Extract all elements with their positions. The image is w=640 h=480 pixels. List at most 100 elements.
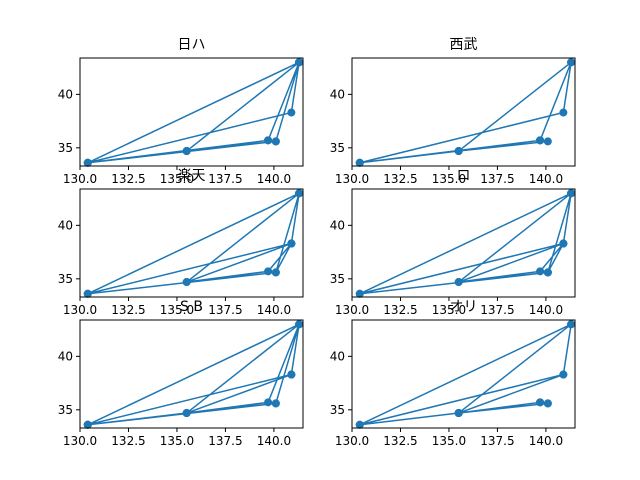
subplot-6: 130.0 132.5 135.0 137.5 140.0 35 40 オリ — [330, 299, 576, 448]
axes-frame — [79, 319, 304, 429]
x-tick-label: 140.0 — [529, 172, 563, 186]
x-tick-label: 135.0 — [432, 303, 466, 317]
data-point — [567, 189, 576, 198]
x-tick-label: 140.0 — [529, 434, 563, 448]
axes-frame — [351, 57, 576, 167]
x-tick-label: 137.5 — [480, 172, 514, 186]
data-point — [536, 136, 545, 145]
data-point — [536, 267, 545, 276]
subplot-title: 西武 — [450, 37, 478, 53]
data-point — [271, 268, 280, 277]
y-tick-label: 35 — [58, 272, 73, 286]
data-point — [559, 370, 568, 379]
y-tick-label: 40 — [58, 349, 73, 363]
data-point — [83, 420, 92, 429]
y-tick-label: 40 — [330, 87, 345, 101]
data-point — [264, 398, 273, 407]
x-tick-label: 132.5 — [383, 303, 417, 317]
data-point — [355, 289, 364, 298]
data-point — [287, 239, 296, 248]
x-tick-label: 130.0 — [63, 172, 97, 186]
data-point — [536, 398, 545, 407]
axes-frame — [351, 188, 576, 298]
axes-frame — [351, 319, 576, 429]
data-point — [295, 189, 304, 198]
series-line — [359, 61, 572, 164]
data-point — [271, 399, 280, 408]
x-tick-label: 137.5 — [208, 434, 242, 448]
series-line — [87, 323, 300, 426]
subplot-4: 130.0 132.5 135.0 137.5 140.0 35 40 ロ — [330, 168, 576, 317]
data-point — [182, 278, 191, 287]
series-line — [87, 61, 300, 164]
subplot-5: 130.0 132.5 135.0 137.5 140.0 35 40 S B — [58, 299, 304, 448]
x-tick-label: 140.0 — [257, 303, 291, 317]
x-tick-label: 140.0 — [257, 434, 291, 448]
data-point — [454, 409, 463, 418]
y-tick-label: 35 — [58, 141, 73, 155]
data-point — [83, 158, 92, 167]
x-tick-label: 132.5 — [111, 172, 145, 186]
subplot-title: 楽天 — [178, 168, 206, 184]
series-line — [359, 192, 572, 295]
x-tick-label: 135.0 — [432, 172, 466, 186]
subplot-title: 日ハ — [178, 37, 206, 53]
data-point — [543, 137, 552, 146]
x-tick-label: 130.0 — [335, 172, 369, 186]
x-tick-label: 135.0 — [160, 172, 194, 186]
x-tick-label: 130.0 — [335, 303, 369, 317]
series-line — [87, 192, 300, 295]
x-tick-label: 137.5 — [208, 172, 242, 186]
y-tick-label: 40 — [58, 87, 73, 101]
data-point — [295, 320, 304, 329]
data-point — [355, 420, 364, 429]
subplot-title: オリ — [450, 299, 478, 315]
subplot-3: 130.0 132.5 135.0 137.5 140.0 35 40 楽天 — [58, 168, 304, 317]
x-tick-label: 130.0 — [63, 303, 97, 317]
data-point — [264, 136, 273, 145]
data-point — [543, 268, 552, 277]
axes-frame — [79, 57, 304, 167]
x-tick-label: 140.0 — [257, 172, 291, 186]
data-point — [559, 239, 568, 248]
series-line — [359, 323, 572, 426]
x-tick-label: 140.0 — [529, 303, 563, 317]
data-point — [264, 267, 273, 276]
y-tick-label: 40 — [58, 218, 73, 232]
x-tick-label: 132.5 — [111, 303, 145, 317]
y-tick-label: 35 — [58, 403, 73, 417]
x-tick-label: 132.5 — [383, 172, 417, 186]
x-tick-label: 137.5 — [480, 434, 514, 448]
data-point — [567, 58, 576, 67]
data-point — [355, 158, 364, 167]
x-tick-label: 137.5 — [208, 303, 242, 317]
subplot-1: 130.0 132.5 135.0 137.5 140.0 35 40 日ハ — [58, 37, 304, 186]
x-tick-label: 135.0 — [160, 303, 194, 317]
subplot-title: ロ — [457, 168, 471, 184]
data-point — [287, 370, 296, 379]
y-tick-label: 35 — [330, 272, 345, 286]
data-point — [454, 278, 463, 287]
y-tick-label: 40 — [330, 218, 345, 232]
data-point — [295, 58, 304, 67]
data-point — [287, 108, 296, 117]
data-point — [543, 399, 552, 408]
data-point — [567, 320, 576, 329]
x-tick-label: 137.5 — [480, 303, 514, 317]
axes-frame — [79, 188, 304, 298]
x-tick-label: 130.0 — [335, 434, 369, 448]
x-tick-label: 135.0 — [432, 434, 466, 448]
x-tick-label: 132.5 — [383, 434, 417, 448]
x-tick-label: 132.5 — [111, 434, 145, 448]
y-tick-label: 40 — [330, 349, 345, 363]
data-point — [182, 409, 191, 418]
data-point — [182, 147, 191, 156]
subplot-title: S B — [180, 299, 203, 315]
y-tick-label: 35 — [330, 403, 345, 417]
data-point — [83, 289, 92, 298]
data-point — [271, 137, 280, 146]
subplot-2: 130.0 132.5 135.0 137.5 140.0 35 40 西武 — [330, 37, 576, 186]
x-tick-label: 130.0 — [63, 434, 97, 448]
data-point — [454, 147, 463, 156]
